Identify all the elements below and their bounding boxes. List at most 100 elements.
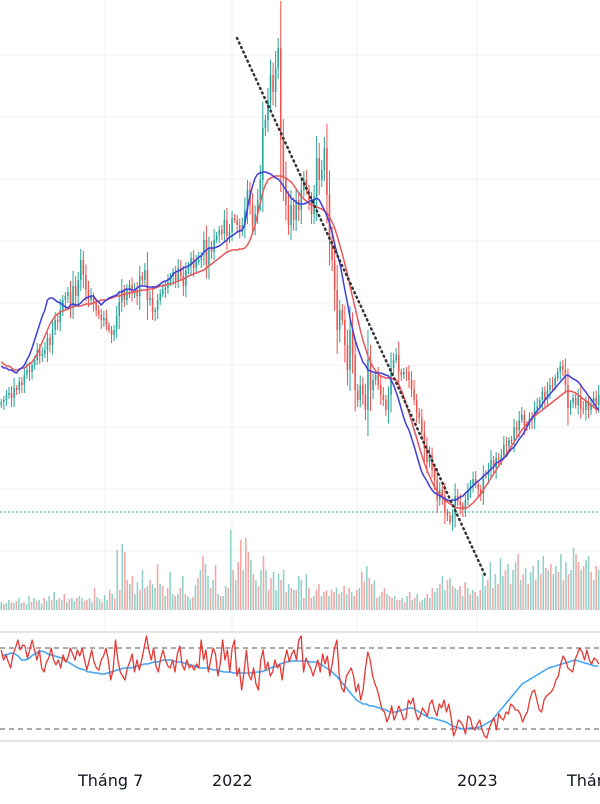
candle-body — [285, 178, 287, 205]
candle-body — [485, 476, 487, 477]
candle-body — [467, 490, 469, 500]
volume-bar — [431, 588, 434, 610]
volume-bar — [507, 564, 509, 610]
candle-body — [44, 350, 46, 354]
volume-bar — [282, 570, 285, 610]
ma-fast-line — [0, 171, 600, 502]
volume-bar — [456, 590, 459, 610]
candle-body — [77, 280, 79, 296]
volume-bar — [212, 580, 214, 610]
volume-bar — [353, 596, 355, 610]
volume-bar — [247, 552, 250, 610]
candle-body — [167, 282, 169, 288]
volume-bar — [93, 588, 96, 610]
volume-bar — [106, 600, 108, 610]
candle-body — [290, 205, 292, 225]
candle-body — [56, 320, 59, 322]
candle-body — [400, 372, 403, 375]
volume-bar — [43, 598, 45, 610]
volume-bar — [38, 600, 40, 610]
volume-bar — [192, 597, 194, 610]
volume-bar — [461, 596, 464, 610]
volume-bar — [481, 574, 484, 610]
volume-bar — [514, 562, 517, 610]
candle-body — [446, 512, 449, 516]
time-axis: Tháng 7 2022 2023 Tháng — [77, 771, 600, 790]
volume-bar — [45, 601, 48, 610]
volume-bar — [557, 572, 560, 610]
candle-body — [64, 296, 67, 300]
candle-body — [472, 479, 474, 486]
volume-bar — [23, 602, 25, 610]
candle-body — [15, 388, 18, 390]
candle-body — [254, 214, 256, 225]
candle-body — [564, 370, 567, 385]
volume-bar — [373, 580, 376, 610]
candle-body — [490, 460, 492, 470]
volume-bar — [166, 588, 169, 610]
candle-body — [362, 385, 364, 395]
volume-bar — [383, 588, 386, 610]
candle-body — [169, 276, 172, 282]
volume-bar — [494, 574, 497, 610]
volume-bar — [53, 592, 55, 610]
volume-bar — [136, 582, 139, 610]
time-axis-label: Tháng — [566, 771, 600, 790]
volume-bar — [3, 604, 5, 610]
volume-bar — [580, 570, 582, 610]
candle-body — [174, 272, 177, 280]
candle-body — [100, 315, 103, 320]
volume-bar — [116, 550, 119, 610]
candle-body — [331, 240, 333, 260]
volume-bar — [151, 584, 154, 610]
candle-body — [87, 290, 90, 300]
candle-body — [179, 268, 182, 276]
volume-bar — [597, 570, 600, 610]
volume-bar — [156, 564, 159, 610]
volume-bar — [222, 596, 224, 610]
volume-bar — [260, 570, 262, 610]
volume-bar — [262, 556, 265, 610]
volume-bar — [512, 570, 514, 610]
candle-body — [38, 350, 41, 356]
candle-body — [208, 248, 210, 265]
volume-bar — [310, 598, 313, 610]
volume-bar — [449, 578, 451, 610]
volume-bar — [587, 556, 590, 610]
candle-body — [326, 148, 328, 195]
volume-bar — [318, 584, 320, 610]
volume-bar — [570, 570, 572, 610]
candle-body — [572, 398, 574, 403]
candle-body — [367, 360, 369, 410]
candle-body — [310, 200, 313, 214]
volume-bar — [305, 574, 308, 610]
candle-body — [203, 240, 205, 255]
volume-bar — [159, 584, 161, 610]
volume-bar — [275, 590, 277, 610]
volume-bar — [391, 598, 393, 610]
candle-body — [146, 270, 149, 300]
candle-body — [300, 190, 303, 210]
volume-bar — [224, 586, 227, 610]
candle-body — [295, 200, 297, 220]
candle-body — [315, 158, 318, 196]
volume-bar — [315, 590, 318, 610]
candle-body — [82, 260, 85, 275]
volume-bar — [55, 600, 58, 610]
volume-bar — [194, 585, 197, 610]
volume-bar — [504, 570, 507, 610]
volume-bar — [592, 580, 595, 610]
candle-body — [333, 260, 336, 290]
volume-bar — [96, 597, 98, 610]
candle-body — [18, 382, 21, 390]
volume-bar — [232, 570, 234, 610]
candle-body — [136, 290, 138, 296]
candle-body — [444, 496, 446, 512]
candle-body — [164, 288, 167, 290]
candle-body — [272, 75, 274, 92]
volume-bar — [277, 574, 280, 610]
volume-bar — [139, 590, 141, 610]
volume-bar — [408, 592, 411, 610]
candle-body — [13, 388, 15, 398]
volume-bar — [522, 574, 524, 610]
